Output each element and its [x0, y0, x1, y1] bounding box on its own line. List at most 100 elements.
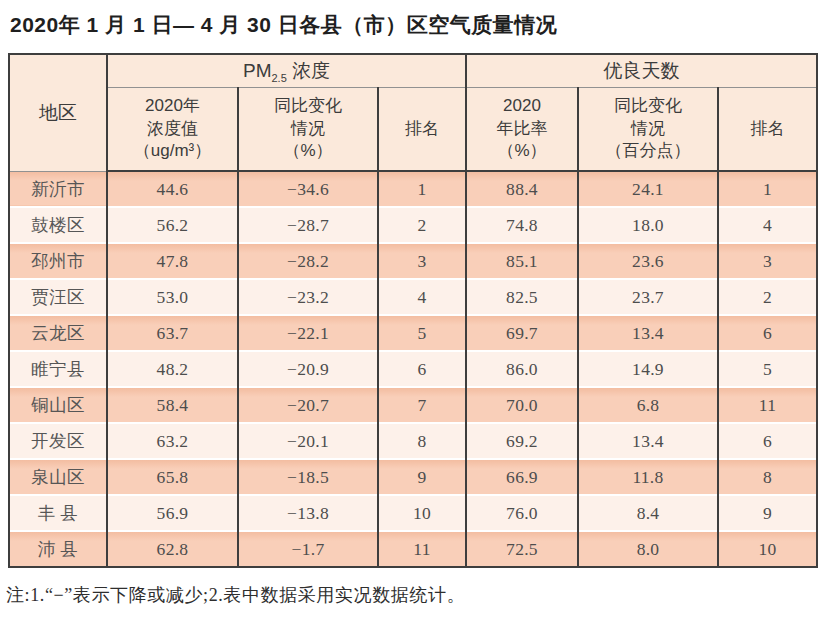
- pm-rank-cell: 3: [378, 243, 466, 279]
- pm25-subscript: 2.5: [271, 72, 286, 84]
- header-pm-value: 2020年 浓度值 （ug/m³）: [107, 87, 238, 171]
- pm-value-cell: 62.8: [107, 531, 238, 567]
- region-cell: 贾汪区: [9, 279, 107, 315]
- header-pm-rank: 排名: [378, 87, 466, 171]
- table-row: 开发区 63.2 −20.1 8 69.2 13.4 6: [9, 423, 817, 459]
- pm-value-cell: 63.2: [107, 423, 238, 459]
- good-rank-cell: 6: [718, 315, 817, 351]
- table-row: 泉山区 65.8 −18.5 9 66.9 11.8 8: [9, 459, 817, 495]
- header-good-rate: 2020 年比率 （%）: [466, 87, 578, 171]
- pm-value-cell: 65.8: [107, 459, 238, 495]
- good-rank-cell: 6: [718, 423, 817, 459]
- pm-rank-cell: 6: [378, 351, 466, 387]
- table-body: 新沂市 44.6 −34.6 1 88.4 24.1 1 鼓楼区 56.2 −2…: [9, 171, 817, 567]
- pm-rank-cell: 4: [378, 279, 466, 315]
- pm-change-cell: −23.2: [238, 279, 378, 315]
- good-rate-cell: 66.9: [466, 459, 578, 495]
- good-rate-cell: 69.7: [466, 315, 578, 351]
- good-change-cell: 11.8: [578, 459, 718, 495]
- pm-rank-cell: 10: [378, 495, 466, 531]
- header-region: 地区: [9, 54, 107, 171]
- good-rank-cell: 8: [718, 459, 817, 495]
- pm-change-cell: −22.1: [238, 315, 378, 351]
- good-rank-cell: 9: [718, 495, 817, 531]
- good-change-cell: 8.0: [578, 531, 718, 567]
- good-rate-cell: 69.2: [466, 423, 578, 459]
- group-header-row: 地区 PM2.5 浓度 优良天数: [9, 54, 817, 87]
- pm-value-cell: 63.7: [107, 315, 238, 351]
- good-rate-cell: 86.0: [466, 351, 578, 387]
- good-change-cell: 13.4: [578, 315, 718, 351]
- air-quality-table: 地区 PM2.5 浓度 优良天数 2020年 浓度值 （ug/m³） 同比变化 …: [8, 53, 818, 568]
- pm-value-cell: 56.9: [107, 495, 238, 531]
- region-cell: 云龙区: [9, 315, 107, 351]
- pm-rank-cell: 7: [378, 387, 466, 423]
- region-cell: 开发区: [9, 423, 107, 459]
- good-rate-cell: 85.1: [466, 243, 578, 279]
- header-good-days-group: 优良天数: [466, 54, 817, 87]
- pm25-label-suffix: 浓度: [287, 60, 330, 81]
- page-title: 2020年 1 月 1 日— 4 月 30 日各县（市）区空气质量情况: [0, 0, 825, 38]
- region-cell: 泉山区: [9, 459, 107, 495]
- good-rank-cell: 5: [718, 351, 817, 387]
- pm-change-cell: −20.7: [238, 387, 378, 423]
- good-rate-cell: 70.0: [466, 387, 578, 423]
- good-change-cell: 24.1: [578, 171, 718, 207]
- header-good-change: 同比变化 情况 （百分点）: [578, 87, 718, 171]
- pm-change-cell: −18.5: [238, 459, 378, 495]
- table-row: 新沂市 44.6 −34.6 1 88.4 24.1 1: [9, 171, 817, 207]
- pm-change-cell: −34.6: [238, 171, 378, 207]
- good-change-cell: 23.7: [578, 279, 718, 315]
- pm-change-cell: −28.2: [238, 243, 378, 279]
- good-rank-cell: 1: [718, 171, 817, 207]
- pm-value-cell: 58.4: [107, 387, 238, 423]
- good-rank-cell: 2: [718, 279, 817, 315]
- pm-rank-cell: 1: [378, 171, 466, 207]
- page: 2020年 1 月 1 日— 4 月 30 日各县（市）区空气质量情况 地区 P…: [0, 0, 825, 620]
- good-rate-cell: 72.5: [466, 531, 578, 567]
- table-row: 铜山区 58.4 −20.7 7 70.0 6.8 11: [9, 387, 817, 423]
- pm-change-cell: −1.7: [238, 531, 378, 567]
- pm-rank-cell: 2: [378, 207, 466, 243]
- table-row: 鼓楼区 56.2 −28.7 2 74.8 18.0 4: [9, 207, 817, 243]
- pm-value-cell: 48.2: [107, 351, 238, 387]
- region-cell: 沛 县: [9, 531, 107, 567]
- footnote: 注:1.“−”表示下降或减少;2.表中数据采用实况数据统计。: [6, 583, 825, 607]
- table-row: 丰 县 56.9 −13.8 10 76.0 8.4 9: [9, 495, 817, 531]
- good-rate-cell: 88.4: [466, 171, 578, 207]
- good-change-cell: 14.9: [578, 351, 718, 387]
- pm-value-cell: 44.6: [107, 171, 238, 207]
- region-cell: 睢宁县: [9, 351, 107, 387]
- good-rate-cell: 76.0: [466, 495, 578, 531]
- pm-change-cell: −28.7: [238, 207, 378, 243]
- pm-rank-cell: 9: [378, 459, 466, 495]
- pm-rank-cell: 5: [378, 315, 466, 351]
- region-cell: 铜山区: [9, 387, 107, 423]
- pm25-label-prefix: PM: [243, 60, 272, 81]
- good-change-cell: 13.4: [578, 423, 718, 459]
- region-cell: 丰 县: [9, 495, 107, 531]
- table-row: 邳州市 47.8 −28.2 3 85.1 23.6 3: [9, 243, 817, 279]
- pm-value-cell: 47.8: [107, 243, 238, 279]
- pm-change-cell: −13.8: [238, 495, 378, 531]
- good-rank-cell: 4: [718, 207, 817, 243]
- good-change-cell: 18.0: [578, 207, 718, 243]
- header-pm25-group: PM2.5 浓度: [107, 54, 466, 87]
- good-rank-cell: 3: [718, 243, 817, 279]
- region-cell: 邳州市: [9, 243, 107, 279]
- pm-rank-cell: 8: [378, 423, 466, 459]
- good-rank-cell: 11: [718, 387, 817, 423]
- pm-change-cell: −20.1: [238, 423, 378, 459]
- pm-value-cell: 53.0: [107, 279, 238, 315]
- good-change-cell: 23.6: [578, 243, 718, 279]
- region-cell: 鼓楼区: [9, 207, 107, 243]
- region-cell: 新沂市: [9, 171, 107, 207]
- table-row: 睢宁县 48.2 −20.9 6 86.0 14.9 5: [9, 351, 817, 387]
- good-change-cell: 6.8: [578, 387, 718, 423]
- pm-change-cell: −20.9: [238, 351, 378, 387]
- header-good-rank: 排名: [718, 87, 817, 171]
- pm-value-cell: 56.2: [107, 207, 238, 243]
- table-row: 贾汪区 53.0 −23.2 4 82.5 23.7 2: [9, 279, 817, 315]
- good-change-cell: 8.4: [578, 495, 718, 531]
- sub-header-row: 2020年 浓度值 （ug/m³） 同比变化 情况 （%） 排名 2020 年比…: [9, 87, 817, 171]
